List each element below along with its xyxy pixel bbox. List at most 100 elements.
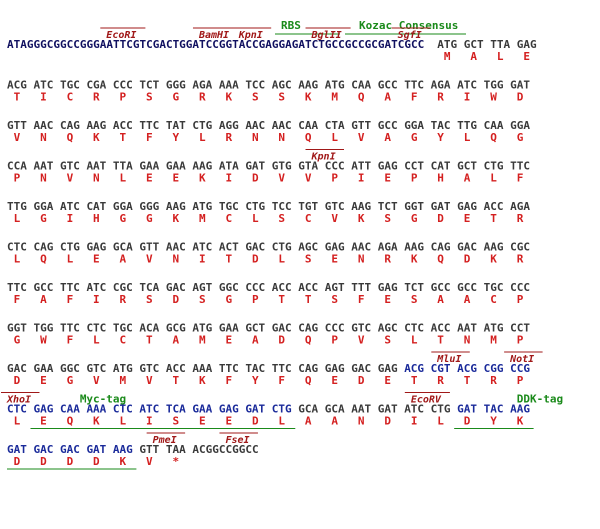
codon: GCT	[457, 160, 477, 173]
restriction-site: PmeI	[153, 435, 177, 446]
amino-acid: T	[490, 212, 497, 225]
codon: CCA	[7, 160, 27, 173]
amino-acid: G	[173, 91, 180, 104]
codon: TTC	[272, 362, 292, 375]
amino-acid: A	[470, 50, 477, 63]
amino-acid: F	[278, 374, 285, 387]
codon: CGC	[113, 281, 133, 294]
codon: GAG	[457, 200, 477, 213]
amino-acid: D	[14, 374, 21, 387]
amino-acid: S	[278, 91, 285, 104]
codon: GCC	[457, 281, 477, 294]
codon: GTA	[298, 160, 318, 173]
amino-acid: T	[146, 334, 153, 347]
codon: ATG	[484, 322, 504, 335]
codon: TGG	[33, 322, 53, 335]
codon: GCC	[431, 281, 451, 294]
amino-acid: E	[523, 50, 530, 63]
codon: CCC	[325, 322, 345, 335]
amino-acid: S	[278, 212, 285, 225]
codon: GGC	[219, 281, 239, 294]
amino-acid: D	[437, 212, 444, 225]
amino-acid: M	[444, 50, 451, 63]
codon: CTC	[404, 322, 424, 335]
codon: GAT	[245, 403, 265, 416]
codon: GAT	[245, 160, 265, 173]
amino-acid: L	[278, 253, 285, 266]
codon: CCC	[325, 160, 345, 173]
codon: AGA	[192, 79, 212, 92]
codon: TTT	[351, 281, 371, 294]
codon: GGA	[510, 119, 530, 132]
amino-acid: N	[464, 334, 471, 347]
amino-acid: C	[225, 212, 232, 225]
restriction-site: FseI	[225, 435, 249, 446]
amino-acid: D	[252, 415, 259, 428]
amino-acid: I	[146, 415, 153, 428]
amino-acid: P	[411, 172, 418, 185]
amino-acid: G	[517, 131, 524, 144]
codon: AGC	[298, 241, 318, 254]
amino-acid: K	[225, 91, 232, 104]
codon: ATG	[192, 200, 212, 213]
codon: AGG	[219, 119, 239, 132]
codon: TTA	[113, 160, 133, 173]
codon: GGC	[60, 362, 80, 375]
amino-acid: A	[437, 293, 444, 306]
amino-acid: A	[252, 334, 259, 347]
codon: ACG	[457, 362, 477, 375]
amino-acid: F	[146, 131, 153, 144]
amino-acid: V	[146, 455, 153, 468]
amino-acid: E	[384, 374, 391, 387]
codon: TCA	[139, 281, 159, 294]
codon: TAA	[166, 443, 186, 456]
amino-acid: T	[278, 293, 285, 306]
codon: AAT	[457, 322, 477, 335]
amino-acid: S	[331, 293, 338, 306]
amino-acid: Q	[67, 415, 74, 428]
codon: GAT	[510, 79, 530, 92]
codon: CCC	[113, 79, 133, 92]
amino-acid: L	[331, 131, 338, 144]
amino-acid: D	[173, 293, 180, 306]
amino-acid: Q	[305, 374, 312, 387]
amino-acid: V	[14, 131, 21, 144]
amino-acid: E	[173, 172, 180, 185]
codon: GGG	[139, 200, 159, 213]
amino-acid: W	[490, 91, 497, 104]
amino-acid: A	[40, 293, 47, 306]
amino-acid: K	[199, 374, 206, 387]
codon: ATA	[219, 160, 239, 173]
codon: CCT	[510, 322, 530, 335]
codon: TTG	[457, 119, 477, 132]
codon: CAG	[431, 241, 451, 254]
amino-acid: N	[93, 172, 100, 185]
amino-acid: Y	[173, 131, 180, 144]
codon: CTC	[7, 403, 27, 416]
restriction-site: BamHI	[198, 30, 229, 41]
codon: CCC	[245, 281, 265, 294]
codon: ACC	[484, 200, 504, 213]
amino-acid: F	[14, 293, 21, 306]
codon: GTT	[351, 119, 371, 132]
codon: ATT	[351, 160, 371, 173]
amino-acid: Q	[358, 91, 365, 104]
amino-acid: Y	[437, 131, 444, 144]
amino-acid: V	[358, 131, 365, 144]
amino-acid: E	[464, 212, 471, 225]
codon: ATC	[457, 79, 477, 92]
amino-acid: A	[464, 172, 471, 185]
amino-acid: S	[199, 293, 206, 306]
amino-acid: *	[173, 455, 180, 468]
codon: CAG	[60, 119, 80, 132]
codon: AAC	[272, 119, 292, 132]
codon: TTC	[7, 281, 27, 294]
amino-acid: I	[40, 91, 47, 104]
codon: GAG	[86, 241, 106, 254]
codon: CTA	[325, 119, 345, 132]
amino-acid: E	[93, 253, 100, 266]
amino-acid: K	[358, 212, 365, 225]
codon: ATC	[192, 241, 212, 254]
amino-acid: N	[358, 415, 365, 428]
codon: GCG	[166, 322, 186, 335]
